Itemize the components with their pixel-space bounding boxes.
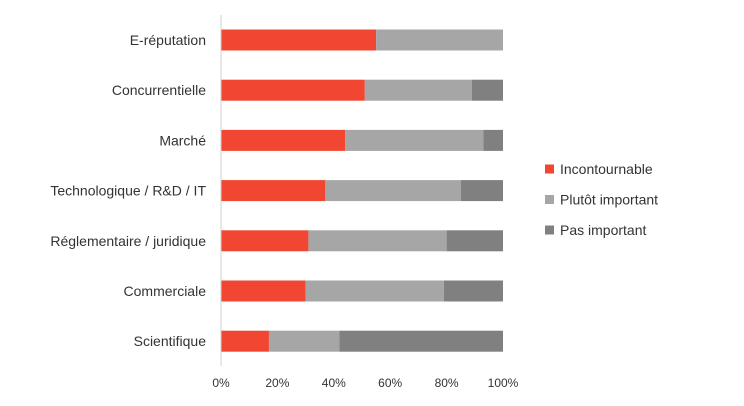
bar-e-reputation-incontournable: 55 [221, 29, 377, 51]
bar-concurrentielle-incontournable: 51 [221, 79, 365, 101]
bars-layer: 554551381144497374815314920304921172558 [221, 29, 503, 352]
bar-technologique-r-d-it-plutot-important: 48 [325, 180, 461, 202]
category-label-concurrentielle: Concurrentielle [112, 82, 206, 98]
bar-scientifique-plutot-important: 25 [268, 330, 340, 352]
bar-e-reputation-plutot-important: 45 [376, 29, 503, 51]
bar-reglementaire-juridique-pas-important: 20 [446, 230, 503, 252]
bar-concurrentielle-pas-important: 11 [471, 79, 503, 101]
bar-technologique-r-d-it-incontournable: 37 [221, 180, 326, 202]
category-label-technologique-r-d-it: Technologique / R&D / IT [50, 183, 206, 199]
category-labels: E-réputation Concurrentielle Marché Technol… [50, 32, 206, 349]
category-label-reglementaire-juridique: Réglementaire / juridique [50, 233, 206, 249]
bar-reglementaire-juridique-incontournable: 31 [221, 230, 309, 252]
bar-marche-pas-important: 7 [483, 129, 503, 151]
legend-swatch-incontournable [545, 164, 554, 174]
bar-technologique-r-d-it-pas-important: 15 [460, 180, 503, 202]
x-tick-label-100: 100% [488, 376, 519, 390]
legend-label-incontournable: Incontournable [560, 161, 653, 177]
x-tick-label-80: 80% [435, 376, 459, 390]
x-tick-label-60: 60% [378, 376, 402, 390]
bar-marche-plutot-important: 49 [345, 129, 484, 151]
legend-label-plutot-important: Plutôt important [560, 192, 658, 208]
x-tick-label-40: 40% [322, 376, 346, 390]
bar-concurrentielle-plutot-important: 38 [364, 79, 472, 101]
category-label-scientifique: Scientifique [134, 333, 207, 349]
category-label-e-reputation: E-réputation [130, 32, 206, 48]
bar-reglementaire-juridique-plutot-important: 49 [308, 230, 447, 252]
bar-marche-incontournable: 44 [221, 129, 346, 151]
x-tick-label-0: 0% [212, 376, 230, 390]
legend: Incontournable Plutôt important Pas import… [545, 161, 658, 238]
x-tick-label-20: 20% [265, 376, 289, 390]
bar-scientifique-pas-important: 58 [339, 330, 503, 352]
x-axis-ticks: 0% 20% 40% 60% 80% 100% [212, 376, 518, 390]
bar-scientifique-incontournable: 17 [221, 330, 269, 352]
category-label-marche: Marché [159, 132, 206, 148]
legend-label-pas-important: Pas important [560, 222, 646, 238]
bar-commerciale-pas-important: 21 [443, 280, 503, 302]
bar-commerciale-plutot-important: 49 [305, 280, 444, 302]
legend-swatch-pas-important [545, 225, 554, 235]
category-label-commerciale: Commerciale [124, 283, 207, 299]
bar-commerciale-incontournable: 30 [221, 280, 306, 302]
legend-swatch-plutot-important [545, 195, 554, 204]
